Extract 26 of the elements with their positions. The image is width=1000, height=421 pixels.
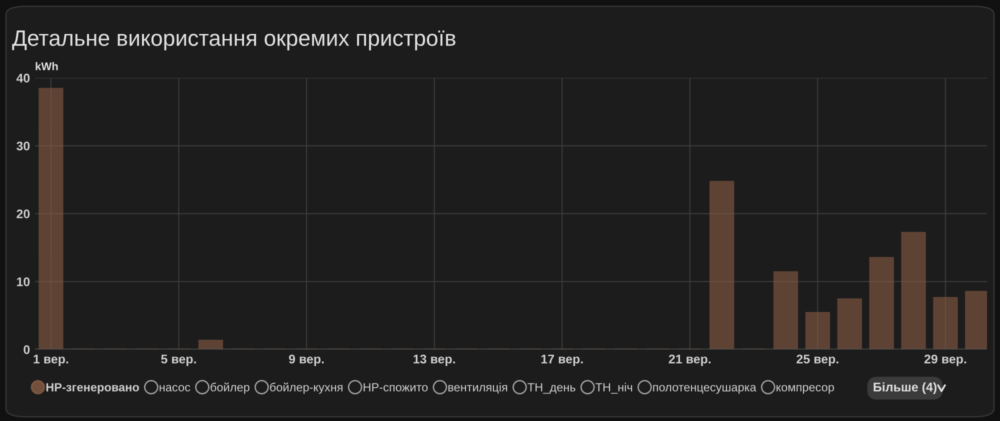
y-tick-label: 20 bbox=[16, 209, 30, 218]
y-tick-label: 30 bbox=[16, 142, 30, 150]
legend-label: полотенцесушарка bbox=[653, 384, 756, 394]
legend-label: вентиляція bbox=[448, 382, 508, 394]
y-tick-label: 40 bbox=[16, 74, 30, 83]
x-tick-label: 5 вер. bbox=[161, 354, 196, 366]
y-tick-label: 10 bbox=[17, 277, 30, 286]
chart-title: Детальне використання окремих пристроїв bbox=[12, 30, 456, 50]
x-tick-label: 21 вер. bbox=[668, 354, 711, 366]
legend-label: бойлер-кухня bbox=[270, 382, 342, 394]
legend-label: бойлер bbox=[210, 382, 250, 394]
legend-label: ТН_день bbox=[528, 383, 576, 394]
y-tick-label: 0 bbox=[24, 345, 30, 354]
legend-label: компресор bbox=[776, 384, 834, 394]
x-tick-label: 1 вер. bbox=[34, 354, 68, 366]
legend-label: HP-спожито bbox=[364, 383, 428, 392]
x-tick-label: 29 вер. bbox=[924, 354, 966, 366]
x-tick-label: 17 вер. bbox=[541, 354, 583, 366]
x-tick-label: 9 вер. bbox=[288, 354, 324, 366]
x-tick-label: 25 вер. bbox=[796, 354, 838, 366]
legend-label: HP-згенеровано bbox=[46, 383, 139, 394]
legend-label: ТН_ніч bbox=[596, 382, 632, 394]
x-tick-label: 13 вер. bbox=[414, 354, 455, 366]
y-axis-title: kWh bbox=[36, 62, 58, 70]
legend-label: насос bbox=[160, 384, 190, 392]
text: Більше (4) bbox=[874, 382, 936, 394]
